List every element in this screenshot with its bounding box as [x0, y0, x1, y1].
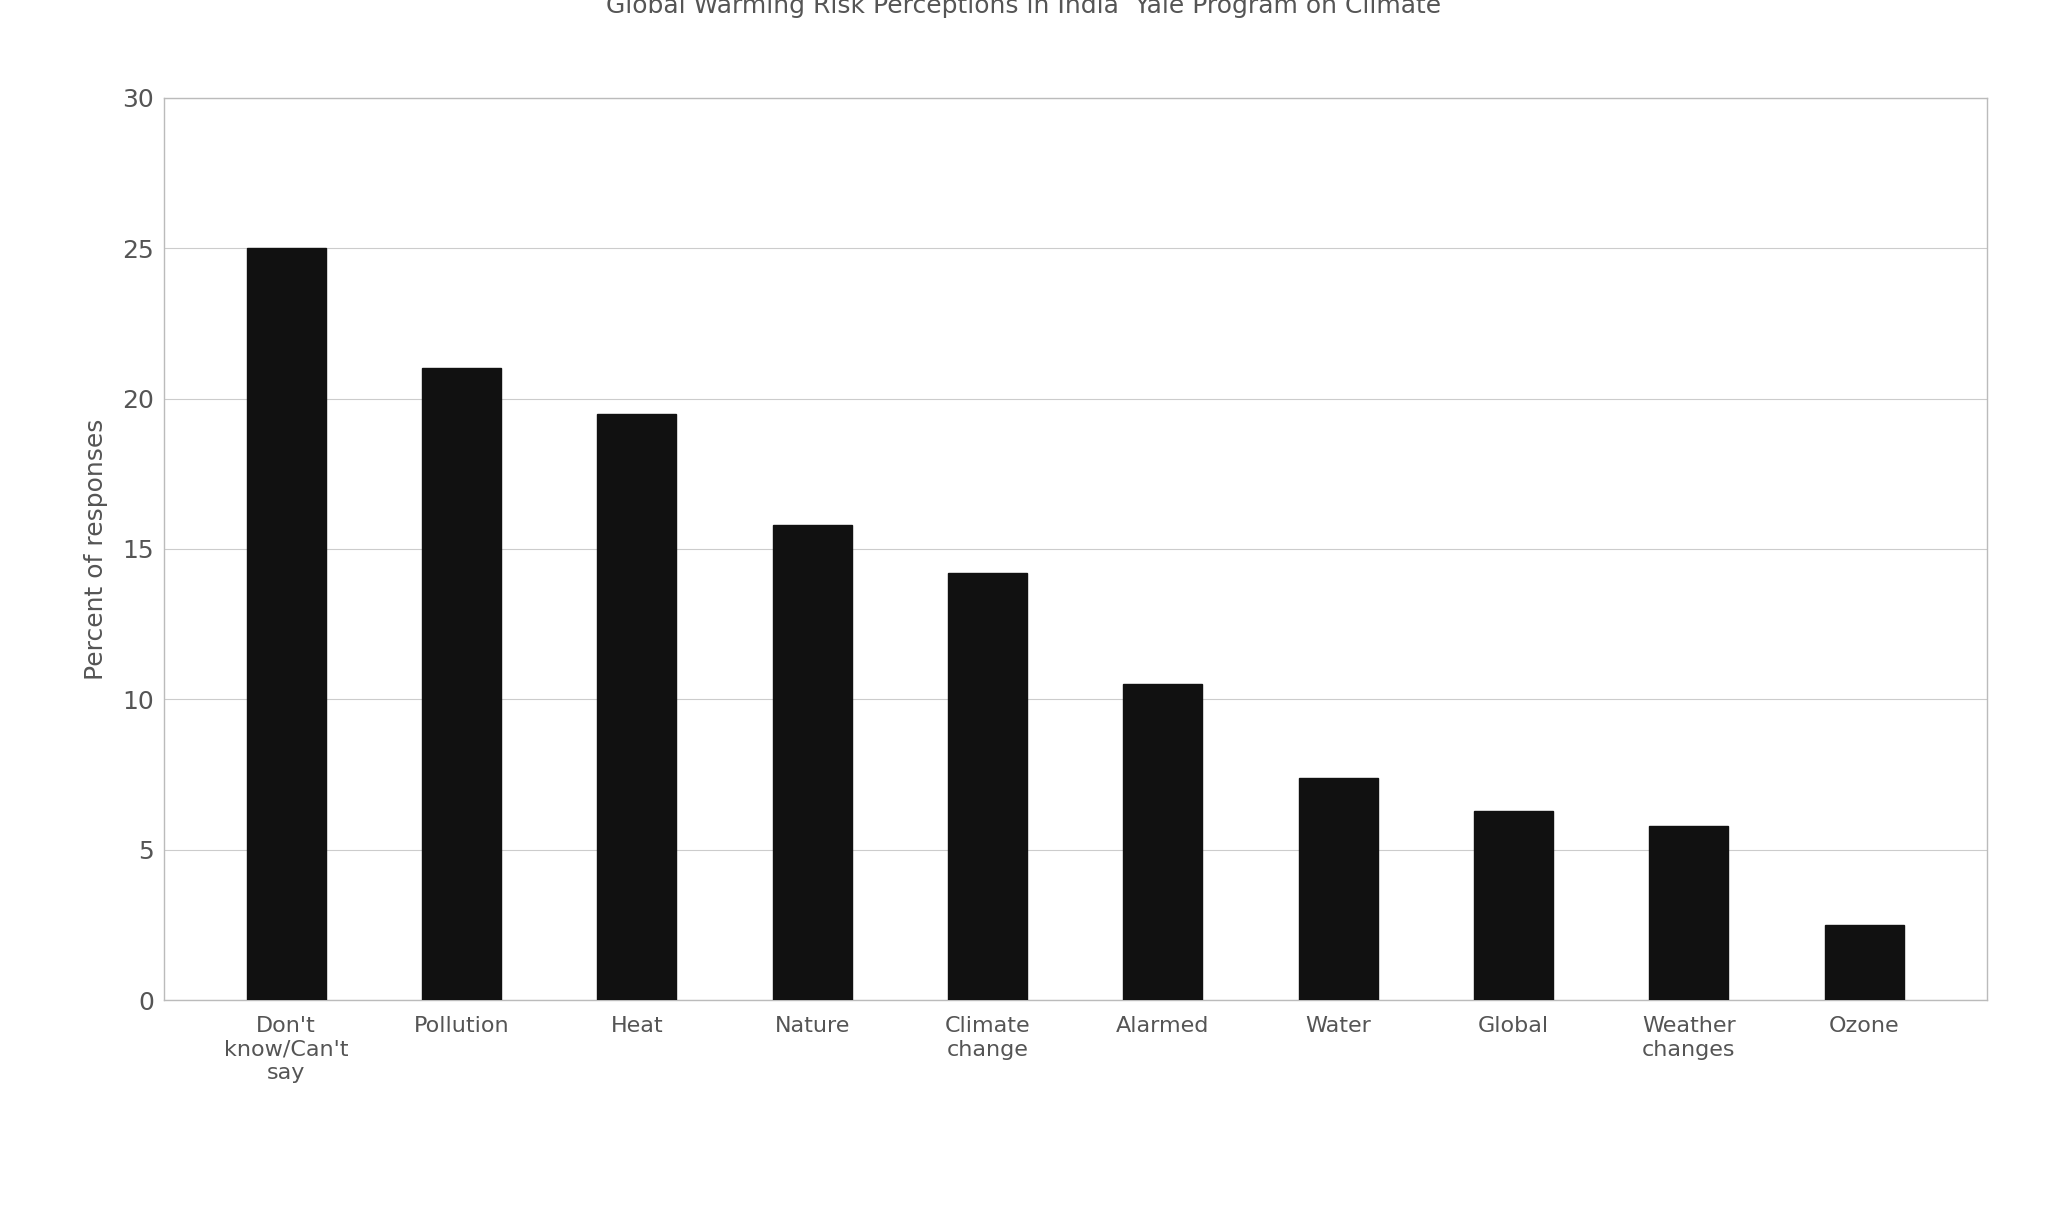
Bar — [772, 525, 852, 1000]
Bar — [948, 573, 1026, 1000]
Bar — [1649, 826, 1729, 1000]
Bar — [246, 248, 326, 1000]
Bar — [1124, 684, 1202, 1000]
Text: Global Warming Risk Perceptions in India  Yale Program on Climate: Global Warming Risk Perceptions in India… — [606, 0, 1442, 18]
Bar — [1825, 925, 1905, 1000]
Bar — [598, 414, 676, 1000]
Bar — [422, 368, 502, 1000]
Bar — [1475, 811, 1552, 1000]
Bar — [1298, 777, 1378, 1000]
Y-axis label: Percent of responses: Percent of responses — [84, 418, 109, 680]
